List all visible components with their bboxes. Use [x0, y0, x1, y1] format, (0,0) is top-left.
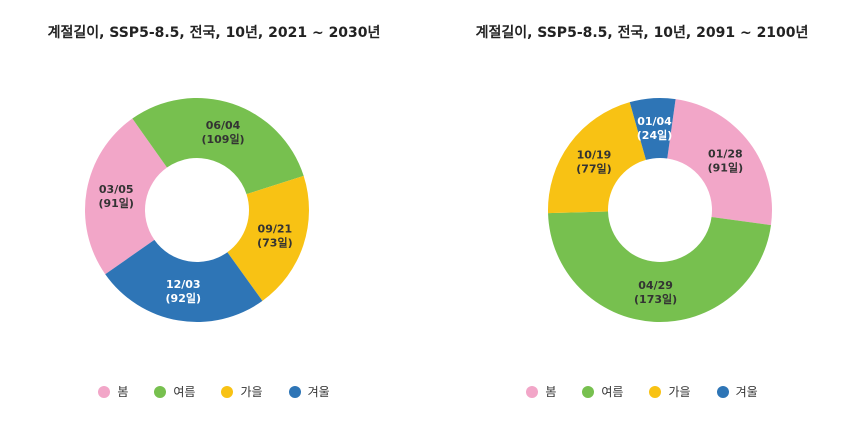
- legend-swatch: [716, 385, 729, 398]
- donut-slice-autumn[interactable]: [548, 102, 646, 214]
- slice-date-label: 04/29: [638, 279, 673, 292]
- donut-slice-spring[interactable]: [667, 99, 772, 226]
- legend-label: 가을: [668, 385, 691, 399]
- legend-label: 여름: [601, 385, 624, 399]
- legend-item-winter[interactable]: 겨울: [288, 383, 330, 400]
- donut-slice-winter[interactable]: [105, 239, 263, 323]
- chart-panel-right: 계절길이, SSP5-8.5, 전국, 10년, 2091 ~ 2100년 01…: [428, 0, 856, 430]
- donut-slice-autumn[interactable]: [227, 175, 309, 301]
- legend-swatch: [582, 385, 595, 398]
- donut-slice-winter[interactable]: [629, 97, 676, 160]
- legend: 봄 여름 가을 겨울: [428, 383, 856, 400]
- chart-title: 계절길이, SSP5-8.5, 전국, 10년, 2091 ~ 2100년: [475, 25, 809, 41]
- legend-label: 겨울: [307, 385, 330, 399]
- slice-days-label: (77일): [576, 161, 611, 175]
- slice-date-label: 01/04: [637, 115, 672, 128]
- chart-panel-left: 계절길이, SSP5-8.5, 전국, 10년, 2021 ~ 2030년 03…: [0, 25, 428, 400]
- legend-label: 가을: [240, 385, 263, 399]
- slice-days-label: (91일): [708, 161, 743, 175]
- donut-chart: 01/28(91일) 04/29(173일) 10/19(77일) 01/04(24일…: [548, 97, 772, 323]
- donut-chart: 03/05(91일) 06/04(109일) 09/21(73일) 12/03(92일…: [84, 97, 309, 323]
- legend-swatch: [526, 385, 539, 398]
- slice-days-label: (73일): [257, 236, 292, 250]
- legend-label: 겨울: [735, 385, 758, 399]
- legend-swatch: [154, 385, 167, 398]
- legend-swatch: [288, 385, 301, 398]
- chart-title: 계절길이, SSP5-8.5, 전국, 10년, 2021 ~ 2030년: [47, 25, 381, 41]
- legend-item-autumn[interactable]: 가을: [649, 383, 691, 400]
- slice-date-label: 03/05: [99, 183, 134, 196]
- legend-item-summer[interactable]: 여름: [154, 383, 195, 400]
- legend-swatch: [649, 385, 662, 398]
- legend-label: 봄: [117, 385, 129, 399]
- slice-days-label: (24일): [637, 128, 672, 142]
- legend-label: 여름: [173, 385, 196, 399]
- legend-item-spring[interactable]: 봄: [98, 383, 128, 400]
- legend-label: 봄: [545, 385, 557, 399]
- donut-slice-summer[interactable]: [132, 97, 304, 195]
- slice-days-label: (92일): [166, 291, 201, 305]
- legend-swatch: [98, 385, 111, 398]
- slice-date-label: 10/19: [577, 148, 612, 161]
- slice-date-label: 01/28: [708, 148, 743, 161]
- legend-item-summer[interactable]: 여름: [582, 383, 623, 400]
- donut-slice-summer[interactable]: [548, 211, 771, 323]
- legend-item-spring[interactable]: 봄: [526, 383, 556, 400]
- legend-item-autumn[interactable]: 가을: [221, 383, 263, 400]
- slice-date-label: 06/04: [206, 119, 241, 132]
- slice-days-label: (173일): [634, 292, 677, 306]
- donut-slice-spring[interactable]: [84, 118, 167, 275]
- legend: 봄 여름 가을 겨울: [0, 383, 428, 400]
- legend-item-winter[interactable]: 겨울: [716, 383, 758, 400]
- slice-days-label: (109일): [201, 132, 244, 146]
- slice-date-label: 09/21: [258, 223, 293, 236]
- legend-swatch: [221, 385, 234, 398]
- slice-days-label: (91일): [98, 196, 133, 210]
- slice-date-label: 12/03: [166, 278, 201, 291]
